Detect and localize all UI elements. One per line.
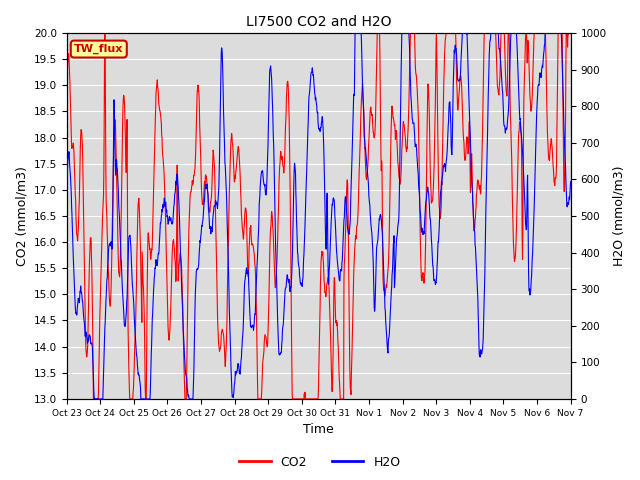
Legend: CO2, H2O: CO2, H2O [234, 451, 406, 474]
X-axis label: Time: Time [303, 423, 334, 436]
Text: TW_flux: TW_flux [74, 44, 124, 54]
Title: LI7500 CO2 and H2O: LI7500 CO2 and H2O [246, 15, 391, 29]
Y-axis label: H2O (mmol/m3): H2O (mmol/m3) [612, 166, 625, 266]
Y-axis label: CO2 (mmol/m3): CO2 (mmol/m3) [15, 166, 28, 266]
